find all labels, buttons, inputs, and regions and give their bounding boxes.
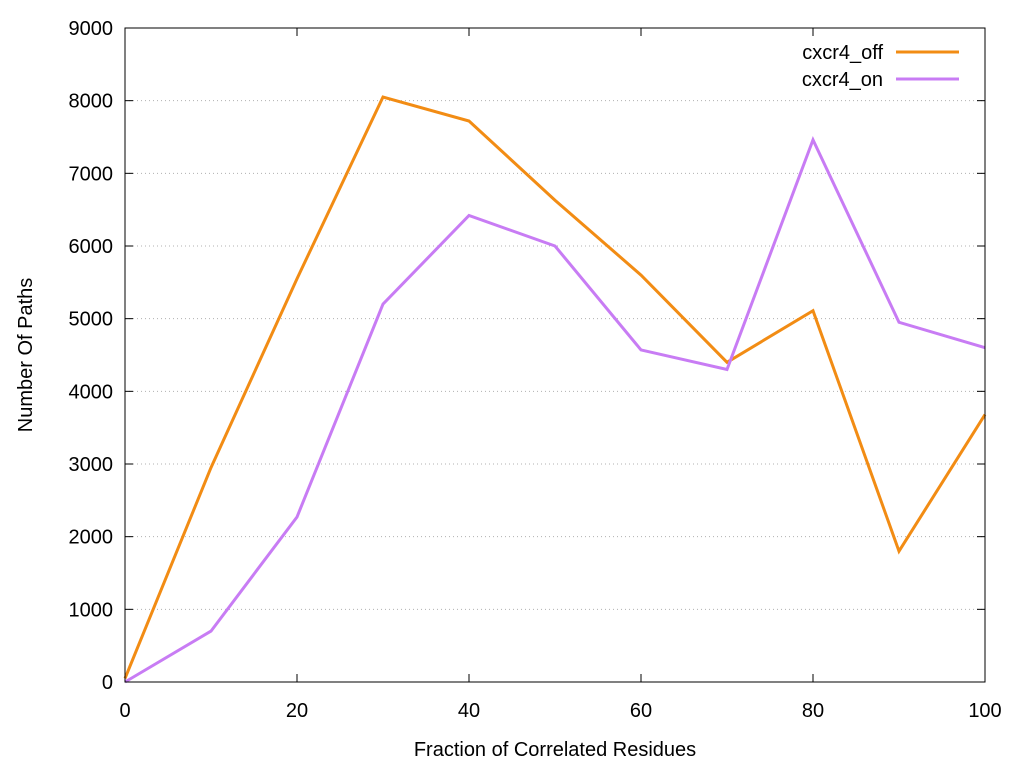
y-tick-label: 2000	[69, 527, 114, 549]
y-axis-title: Number Of Paths	[15, 278, 37, 433]
series-line-cxcr4-on	[124, 136, 986, 684]
y-tick-label: 4000	[69, 381, 114, 403]
x-tick-label: 60	[630, 700, 652, 722]
y-tick-label: 1000	[69, 599, 114, 621]
y-tick-label: 3000	[69, 454, 114, 476]
legend-label-cxcr4-on: cxcr4_on	[802, 69, 883, 91]
gridlines	[125, 100, 985, 610]
x-tick-label: 0	[119, 700, 130, 722]
x-tick-label: 100	[968, 700, 1001, 722]
y-tick-label: 6000	[69, 236, 114, 258]
series-lines	[123, 95, 987, 684]
x-axis-title: Fraction of Correlated Residues	[414, 739, 696, 761]
legend: cxcr4_off cxcr4_on	[802, 42, 959, 91]
x-tick-label: 80	[802, 700, 824, 722]
y-tick-label: 9000	[69, 18, 114, 40]
x-tick-label: 40	[458, 700, 480, 722]
y-tick-label: 8000	[69, 91, 114, 113]
y-tick-label: 5000	[69, 309, 114, 331]
y-tick-label: 0	[102, 672, 113, 694]
x-tick-label: 20	[286, 700, 308, 722]
series-line-cxcr4-off	[123, 95, 987, 679]
legend-label-cxcr4-off: cxcr4_off	[802, 42, 883, 64]
plot-frame	[124, 27, 986, 683]
y-tick-label: 7000	[69, 163, 114, 185]
axis-ticks: 0 1000 2000 3000 4000 5000 6000 7000 8000 9000 0 20…	[69, 18, 1002, 722]
